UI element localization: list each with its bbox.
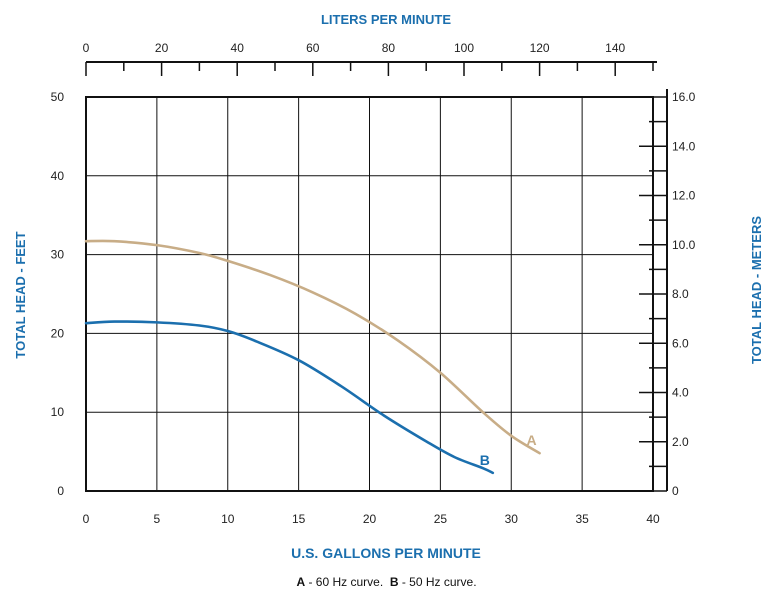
right-tick-label: 6.0: [672, 336, 689, 350]
grid-lines: [86, 97, 653, 491]
y-tick-label: 50: [51, 90, 65, 104]
caption-b-letter: B: [389, 575, 399, 589]
y-tick-label: 30: [51, 248, 65, 262]
curve-label-b: B: [480, 452, 490, 468]
x-tick-label: 40: [646, 512, 660, 526]
right-axis-title: TOTAL HEAD - METERS: [749, 216, 764, 364]
top-axis-title: LITERS PER MINUTE: [321, 12, 451, 27]
curves: AB: [84, 239, 541, 475]
right-tick-label: 0: [672, 484, 679, 498]
top-tick-label: 100: [454, 41, 474, 55]
x-tick-label: 5: [154, 512, 161, 526]
y-tick-label: 10: [51, 405, 65, 419]
tick-labels: 0 20 40 60 80 100 120 14002.04.06.08.010.012.01…: [51, 41, 696, 526]
caption-b-text: - 50 Hz curve.: [398, 575, 477, 589]
curve-b: [84, 320, 495, 475]
top-tick-label: 40: [231, 41, 245, 55]
x-tick-label: 30: [505, 512, 519, 526]
right-tick-label: 8.0: [672, 287, 689, 301]
top-tick-label: 0: [83, 41, 90, 55]
top-tick-label: 80: [382, 41, 396, 55]
right-tick-label: 16.0: [672, 90, 696, 104]
curve-label-a: A: [527, 432, 537, 448]
caption-a-letter: A: [296, 575, 306, 589]
right-tick-label: 4.0: [672, 386, 689, 400]
x-tick-label: 15: [292, 512, 306, 526]
top-tick-label: 140: [605, 41, 625, 55]
right-tick-label: 10.0: [672, 238, 696, 252]
x-tick-label: 25: [434, 512, 448, 526]
top-tick-label: 20: [155, 41, 169, 55]
caption-a-text: - 60 Hz curve.: [305, 575, 390, 589]
y-tick-label: 20: [51, 326, 65, 340]
x-tick-label: 20: [363, 512, 377, 526]
y-tick-label: 40: [51, 169, 65, 183]
left-axis-title: TOTAL HEAD - FEET: [13, 231, 28, 358]
x-axis-title: U.S. GALLONS PER MINUTE: [291, 545, 481, 561]
curve-a: [84, 239, 541, 455]
right-tick-label: 12.0: [672, 189, 696, 203]
axes: [85, 61, 668, 492]
legend-caption: A - 60 Hz curve. B - 50 Hz curve.: [0, 575, 773, 589]
top-tick-label: 120: [530, 41, 550, 55]
x-tick-label: 35: [575, 512, 589, 526]
top-tick-label: 60: [306, 41, 320, 55]
x-tick-label: 0: [83, 512, 90, 526]
x-tick-label: 10: [221, 512, 235, 526]
y-tick-label: 0: [57, 484, 64, 498]
right-tick-label: 2.0: [672, 435, 689, 449]
right-tick-label: 14.0: [672, 139, 696, 153]
